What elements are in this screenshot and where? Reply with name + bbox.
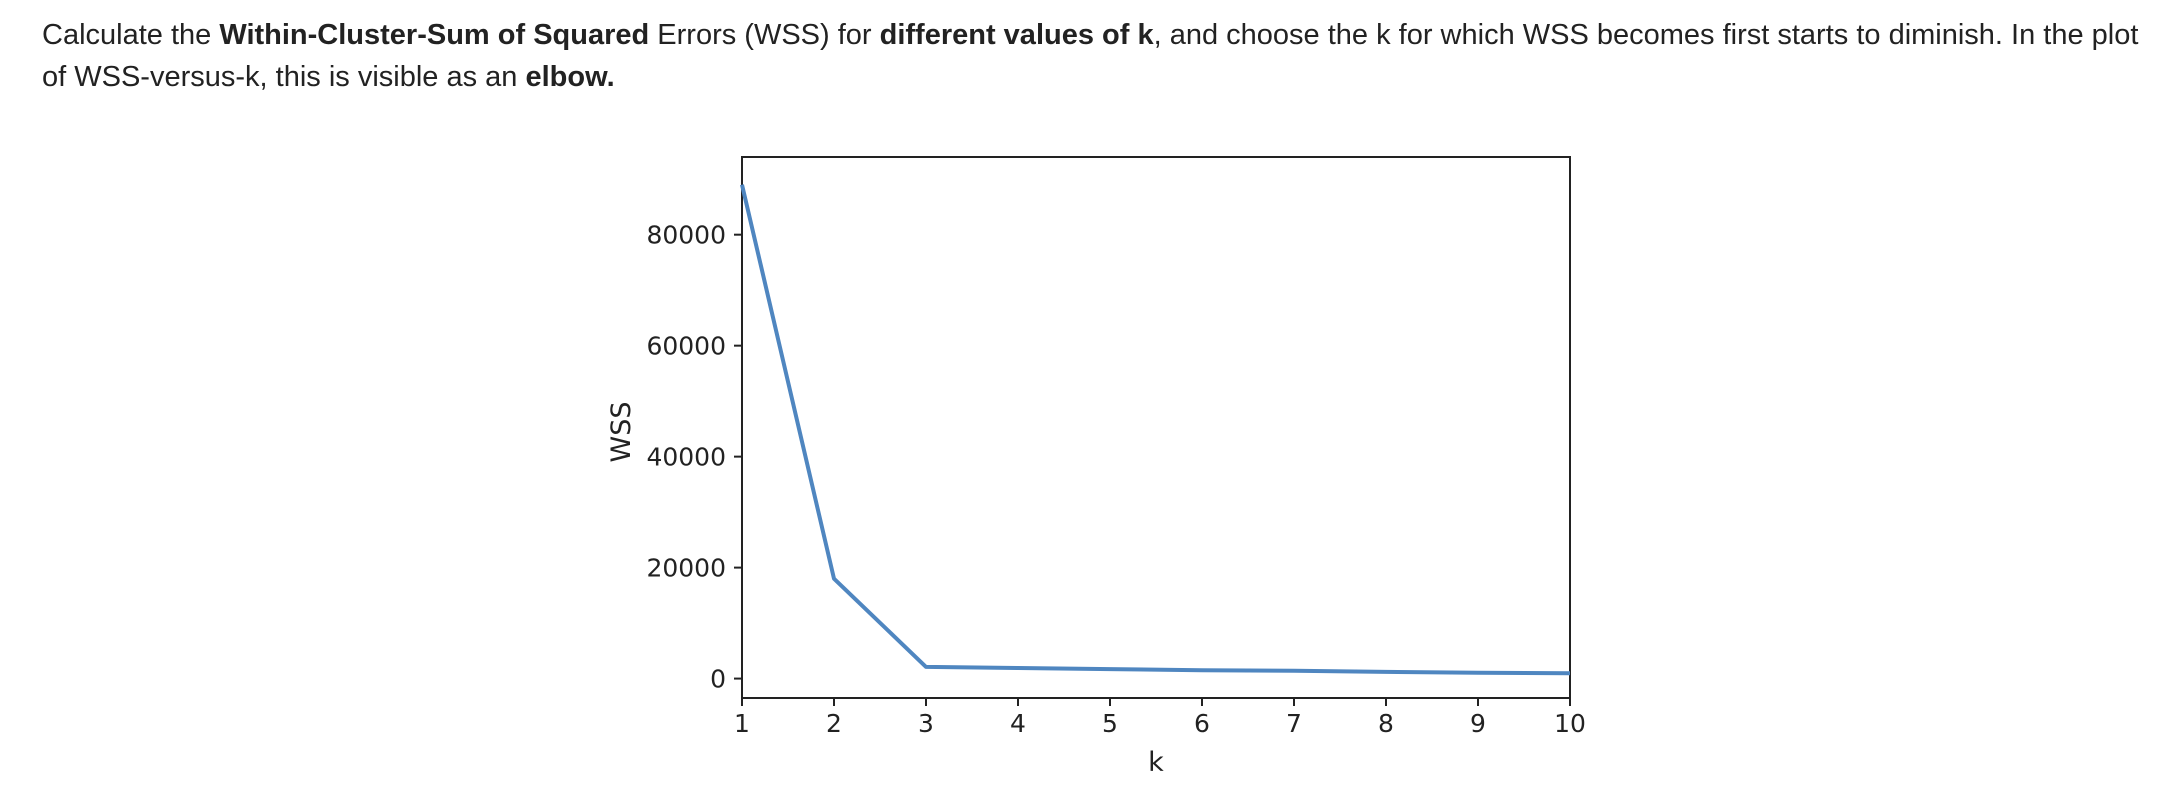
y-axis-ticks: 0 20000 40000 60000 80000 <box>646 221 742 694</box>
x-tick-label: 3 <box>918 709 934 738</box>
wss-series-line <box>740 184 1571 676</box>
text-segment: , and choose the k for which WSS becomes… <box>42 19 2139 93</box>
x-tick-label: 1 <box>734 709 750 738</box>
text-segment: Calculate the <box>42 19 220 51</box>
x-tick-label: 4 <box>1010 709 1026 738</box>
x-axis-label: k <box>1148 747 1164 778</box>
bold-phrase-k: different values of k <box>879 19 1154 51</box>
text-segment: Errors (WSS) for <box>649 19 880 51</box>
x-tick-label: 6 <box>1194 709 1210 738</box>
y-tick-label: 80000 <box>646 221 726 250</box>
y-tick-label: 60000 <box>646 332 726 361</box>
x-tick-label: 8 <box>1378 709 1394 738</box>
x-tick-label: 10 <box>1554 709 1586 738</box>
plot-frame <box>741 156 1571 699</box>
x-tick-label: 5 <box>1102 709 1118 738</box>
x-tick-label: 2 <box>826 709 842 738</box>
x-tick-label: 7 <box>1286 709 1302 738</box>
bold-phrase-elbow: elbow. <box>525 61 615 93</box>
bold-phrase-wss: Within-Cluster-Sum of Squared <box>219 19 650 51</box>
y-axis-label: WSS <box>606 402 637 463</box>
x-tick-label: 9 <box>1470 709 1486 738</box>
y-tick-label: 0 <box>710 665 726 694</box>
x-axis-ticks: 1 2 3 4 5 6 7 8 9 10 <box>734 698 1586 738</box>
y-tick-label: 40000 <box>646 443 726 472</box>
description-paragraph: Calculate the Within-Cluster-Sum of Squa… <box>42 14 2142 98</box>
y-tick-label: 20000 <box>646 554 726 583</box>
